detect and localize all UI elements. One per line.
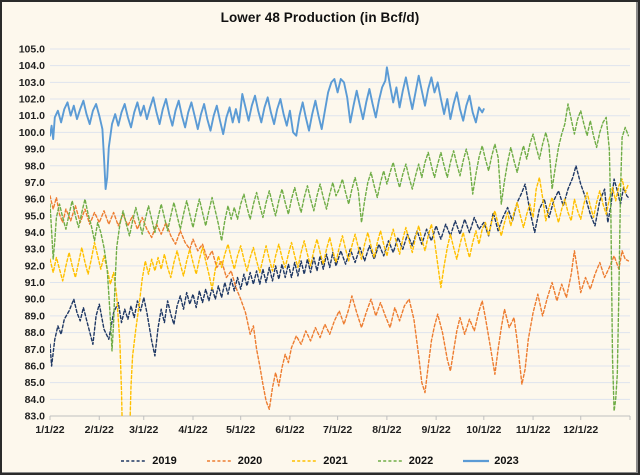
- y-tick-label: 89.0: [25, 310, 46, 322]
- x-tick-label: 5/1/22: [226, 424, 255, 436]
- legend-swatch-2022: [377, 460, 404, 462]
- x-tick-label: 12/1/22: [563, 424, 598, 436]
- x-tick-label: 8/1/22: [372, 424, 401, 436]
- y-tick-label: 84.0: [25, 394, 46, 406]
- x-tick-label: 3/1/22: [129, 424, 158, 436]
- legend-swatch-2020: [206, 460, 233, 462]
- y-tick-label: 83.0: [25, 411, 46, 423]
- y-tick-label: 99.0: [25, 144, 46, 156]
- y-tick-label: 87.0: [25, 344, 46, 356]
- legend-swatch-2023: [463, 459, 490, 463]
- x-tick-label: 7/1/22: [323, 424, 352, 436]
- y-tick-label: 90.0: [25, 294, 46, 306]
- legend-swatch-2019: [121, 460, 148, 462]
- y-tick-label: 91.0: [25, 277, 46, 289]
- x-tick-label: 1/1/22: [35, 424, 64, 436]
- series-line-2020: [50, 195, 630, 410]
- y-tick-label: 88.0: [25, 327, 46, 339]
- legend-label-2023: 2023: [494, 455, 519, 467]
- y-tick-label: 103.0: [19, 77, 45, 89]
- y-tick-label: 92.0: [25, 260, 46, 272]
- y-tick-label: 104.0: [19, 60, 45, 72]
- y-tick-label: 85.0: [25, 377, 46, 389]
- y-tick-label: 97.0: [25, 177, 46, 189]
- legend-item-2022: 2022: [377, 455, 434, 467]
- y-tick-label: 96.0: [25, 194, 46, 206]
- plot-canvas: 105.0 104.0 103.0 102.0 101.0 100.0 99.0 98.0 97…: [19, 44, 631, 436]
- y-tick-label: 98.0: [25, 160, 46, 172]
- y-tick-label: 101.0: [19, 110, 45, 122]
- legend-item-2020: 2020: [206, 455, 263, 467]
- y-tick-label: 93.0: [25, 244, 46, 256]
- x-tick-label: 11/1/22: [516, 424, 551, 436]
- legend-swatch-2021: [292, 460, 319, 462]
- chart-legend: 2019 2020 2021 2022 2023: [2, 455, 638, 467]
- x-tick-label: 10/1/22: [466, 424, 501, 436]
- y-tick-label: 95.0: [25, 210, 46, 222]
- legend-item-2019: 2019: [121, 455, 177, 467]
- x-tick-label: 9/1/22: [422, 424, 451, 436]
- y-tick-label: 105.0: [19, 44, 45, 56]
- x-tick-label: 6/1/22: [275, 424, 304, 436]
- y-tick-label: 86.0: [25, 360, 46, 372]
- series-line-2019: [50, 165, 630, 367]
- legend-item-2021: 2021: [292, 455, 348, 467]
- legend-label-2021: 2021: [323, 455, 348, 467]
- x-tick-label: 2/1/22: [85, 424, 114, 436]
- chart-title: Lower 48 Production (in Bcf/d): [220, 10, 420, 25]
- legend-label-2020: 2020: [237, 455, 263, 467]
- x-tick-label: 4/1/22: [178, 424, 207, 436]
- series-line-2021: [50, 176, 630, 416]
- legend-label-2019: 2019: [152, 455, 177, 467]
- y-tick-label: 102.0: [19, 94, 45, 106]
- legend-label-2022: 2022: [408, 455, 434, 467]
- y-tick-label: 100.0: [19, 127, 45, 139]
- y-tick-label: 94.0: [25, 227, 46, 239]
- series-line-2023: [50, 66, 485, 191]
- legend-item-2023: 2023: [463, 455, 519, 467]
- series-line-2022: [50, 103, 630, 412]
